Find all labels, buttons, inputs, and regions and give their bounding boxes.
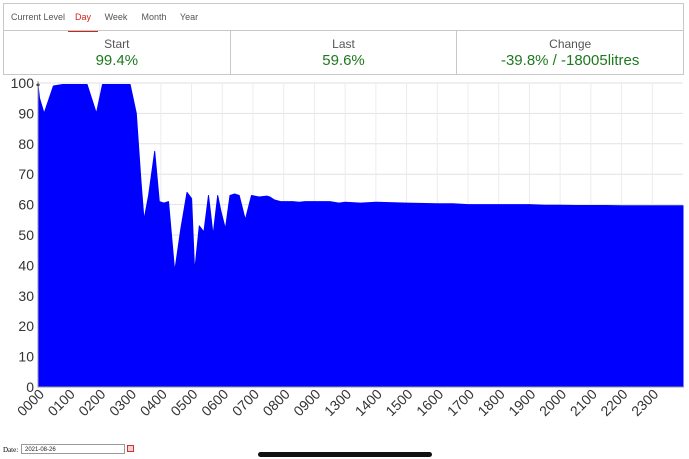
x-tick-label: 1700 — [444, 386, 477, 419]
x-tick-label: 1900 — [505, 386, 538, 419]
y-tick-label: 60 — [18, 197, 34, 213]
x-tick-label: 0400 — [137, 386, 170, 419]
x-tick-label: 2300 — [628, 386, 661, 419]
tab-current-level[interactable]: Current Level — [10, 12, 66, 22]
y-tick-label: 30 — [18, 288, 34, 304]
y-tick-label: 80 — [18, 136, 34, 152]
x-tick-label: 0500 — [167, 386, 200, 419]
x-tick-label: 2200 — [597, 386, 630, 419]
x-tick-label: 0100 — [44, 386, 77, 419]
y-tick-label: 90 — [18, 105, 34, 121]
stat-start: Start 99.4% — [4, 31, 231, 74]
stat-start-label: Start — [104, 37, 130, 51]
y-tick-label: 50 — [18, 227, 34, 243]
x-tick-label: 1500 — [382, 386, 415, 419]
period-tabs: Current Level Day Week Month Year — [3, 3, 684, 32]
y-tick-label: 0 — [26, 379, 34, 395]
level-area-chart: 0 10 20 30 40 50 60 70 80 90 100 000001000200030004… — [11, 75, 684, 419]
tab-year[interactable]: Year — [179, 12, 199, 22]
calendar-icon[interactable] — [127, 445, 134, 452]
x-tick-label: 1800 — [474, 386, 507, 419]
stat-change: Change -39.8% / -18005litres — [457, 31, 683, 74]
y-tick-label: 20 — [18, 318, 34, 334]
stat-last: Last 59.6% — [231, 31, 458, 74]
home-indicator[interactable] — [258, 452, 432, 457]
x-tick-label: 0700 — [229, 386, 262, 419]
tab-day[interactable]: Day — [68, 4, 98, 32]
stat-change-value: -39.8% / -18005litres — [500, 52, 640, 69]
series-area — [37, 84, 684, 388]
summary-stats: Start 99.4% Last 59.6% Change -39.8% / -… — [3, 30, 684, 75]
x-tick-label: 1400 — [352, 386, 385, 419]
x-tick-label: 0600 — [198, 386, 231, 419]
x-tick-label: 0900 — [290, 386, 323, 419]
date-label: Date: — [3, 446, 19, 454]
x-tick-label: 0300 — [106, 386, 139, 419]
y-tick-label: 40 — [18, 257, 34, 273]
y-tick-label: 10 — [18, 349, 34, 365]
x-tick-label: 1600 — [413, 386, 446, 419]
date-input[interactable]: 2021-08-26 — [21, 444, 125, 454]
x-tick-label: 0200 — [75, 386, 108, 419]
tab-week[interactable]: Week — [104, 12, 128, 22]
y-tick-label: 100 — [11, 75, 35, 91]
stat-last-label: Last — [332, 37, 355, 51]
stat-start-value: 99.4% — [95, 52, 139, 69]
stat-change-label: Change — [549, 37, 592, 51]
stat-last-value: 59.6% — [322, 52, 365, 69]
x-tick-label: 0000 — [14, 386, 47, 419]
y-tick-label: 70 — [18, 166, 34, 182]
x-tick-label: 2100 — [567, 386, 600, 419]
x-tick-label: 2000 — [536, 386, 569, 419]
x-tick-label: 1300 — [321, 386, 354, 419]
x-tick-label: 0800 — [259, 386, 292, 419]
tab-month[interactable]: Month — [141, 12, 167, 22]
